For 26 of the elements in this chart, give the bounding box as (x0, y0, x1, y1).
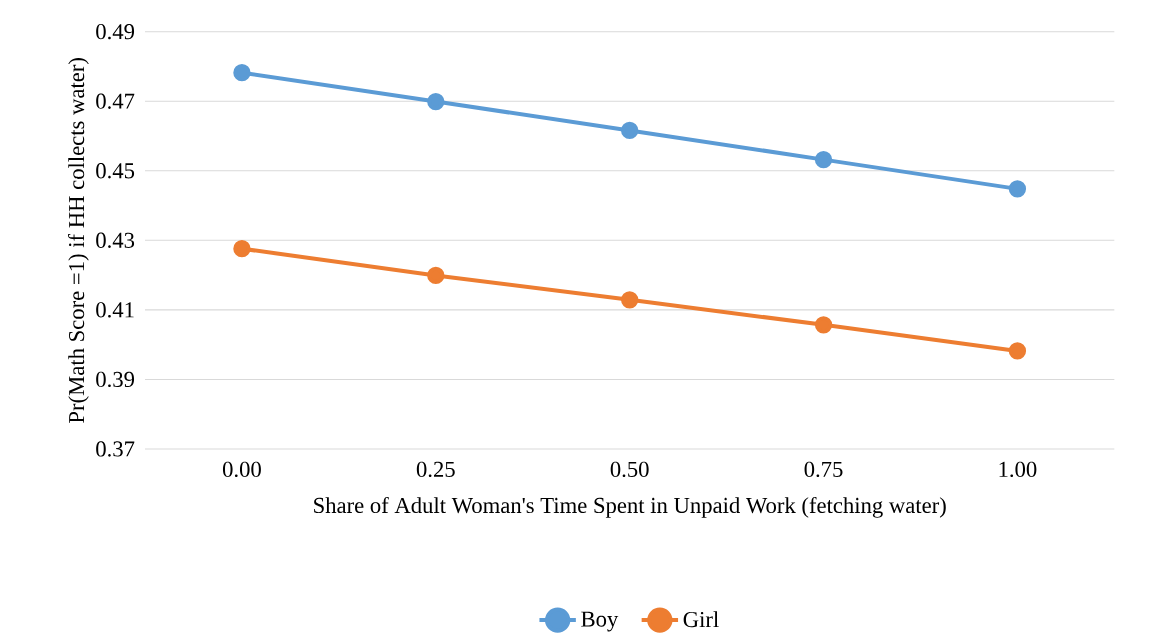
point (814, 316, 833, 334)
y-tick-label: 0.45 (96, 163, 135, 179)
point (233, 64, 251, 82)
point (233, 240, 251, 258)
point (1008, 342, 1027, 360)
x-axis-title: Share of Adult Woman's Time Spent in Unpaid Work (fetching water) (314, 496, 946, 518)
y-axis-title: Pr(Math Score =1) if HH collects water) (68, 58, 89, 423)
x-tick-label: 0.75 (804, 461, 843, 478)
x-tick-label: 0.50 (610, 461, 649, 478)
y-tick-label: 0.43 (96, 232, 135, 249)
point (427, 266, 445, 285)
legend-label: Girl (683, 611, 719, 628)
point (621, 291, 639, 309)
x-tick-label: 0.00 (222, 461, 261, 478)
y-tick-label: 0.49 (96, 23, 135, 40)
x-tick-label: 0.25 (416, 461, 455, 478)
x-tick-label: 1.00 (999, 461, 1037, 478)
y-tick-label: 0.47 (96, 93, 135, 109)
y-tick-label: 0.41 (96, 302, 134, 318)
point (427, 92, 445, 111)
point (1008, 180, 1027, 198)
point (814, 150, 833, 169)
legend-label: Boy (581, 611, 619, 632)
point (621, 121, 639, 140)
y-tick-label: 0.37 (96, 441, 135, 457)
y-tick-label: 0.39 (96, 371, 135, 388)
